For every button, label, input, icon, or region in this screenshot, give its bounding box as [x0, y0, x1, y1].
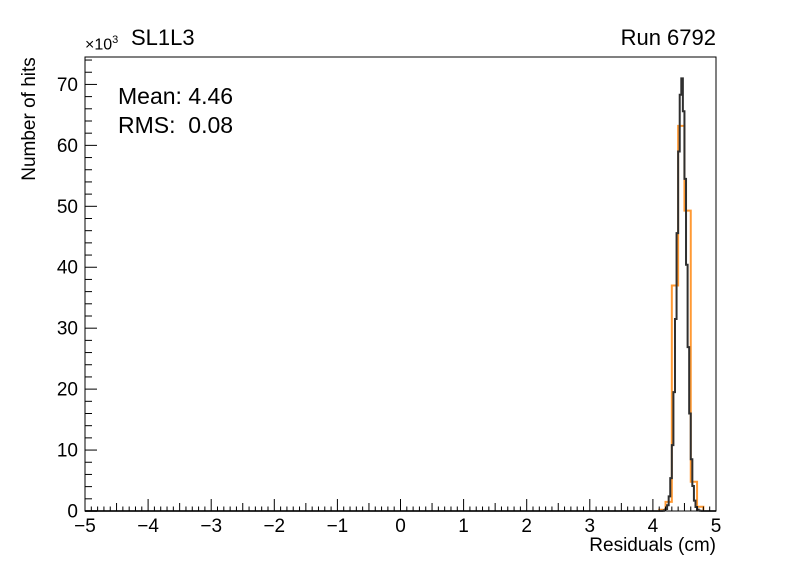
x-tick-label: −5 [74, 516, 96, 537]
stat-mean-text: Mean: 4.46 [118, 83, 234, 109]
stat-rms-text: RMS: 0.08 [118, 112, 234, 138]
exponent-power: 3 [112, 34, 119, 46]
x-tick-label: 2 [521, 516, 532, 537]
residuals-coarse-binned-orange [85, 124, 716, 512]
x-tick-label: −4 [137, 516, 159, 537]
y-axis-exponent: ×103 [85, 34, 118, 54]
run-number-label: Run 6792 [620, 25, 716, 50]
y-tick-label: 30 [57, 319, 78, 340]
x-tick-label: 1 [458, 516, 469, 537]
y-tick-label: 10 [57, 441, 78, 462]
x-tick-label: 5 [711, 516, 722, 537]
x-tick-label: 0 [395, 516, 406, 537]
exponent-base: ×10 [85, 36, 113, 54]
y-tick-label: 0 [67, 502, 78, 523]
x-tick-label: 4 [648, 516, 659, 537]
x-tick-label: −1 [327, 516, 349, 537]
residuals-fine-binned-black [85, 77, 716, 512]
x-tick-label: −2 [263, 516, 285, 537]
y-tick-label: 40 [57, 258, 78, 279]
y-axis-title: Number of hits [19, 57, 40, 181]
x-axis-title: Residuals (cm) [589, 535, 716, 556]
y-tick-label: 50 [57, 197, 78, 218]
y-tick-label: 20 [57, 380, 78, 401]
y-tick-label: 70 [57, 75, 78, 96]
y-tick-label: 60 [57, 136, 78, 157]
x-tick-label: 3 [585, 516, 596, 537]
plot-title: SL1L3 [131, 25, 195, 50]
x-tick-label: −3 [200, 516, 222, 537]
